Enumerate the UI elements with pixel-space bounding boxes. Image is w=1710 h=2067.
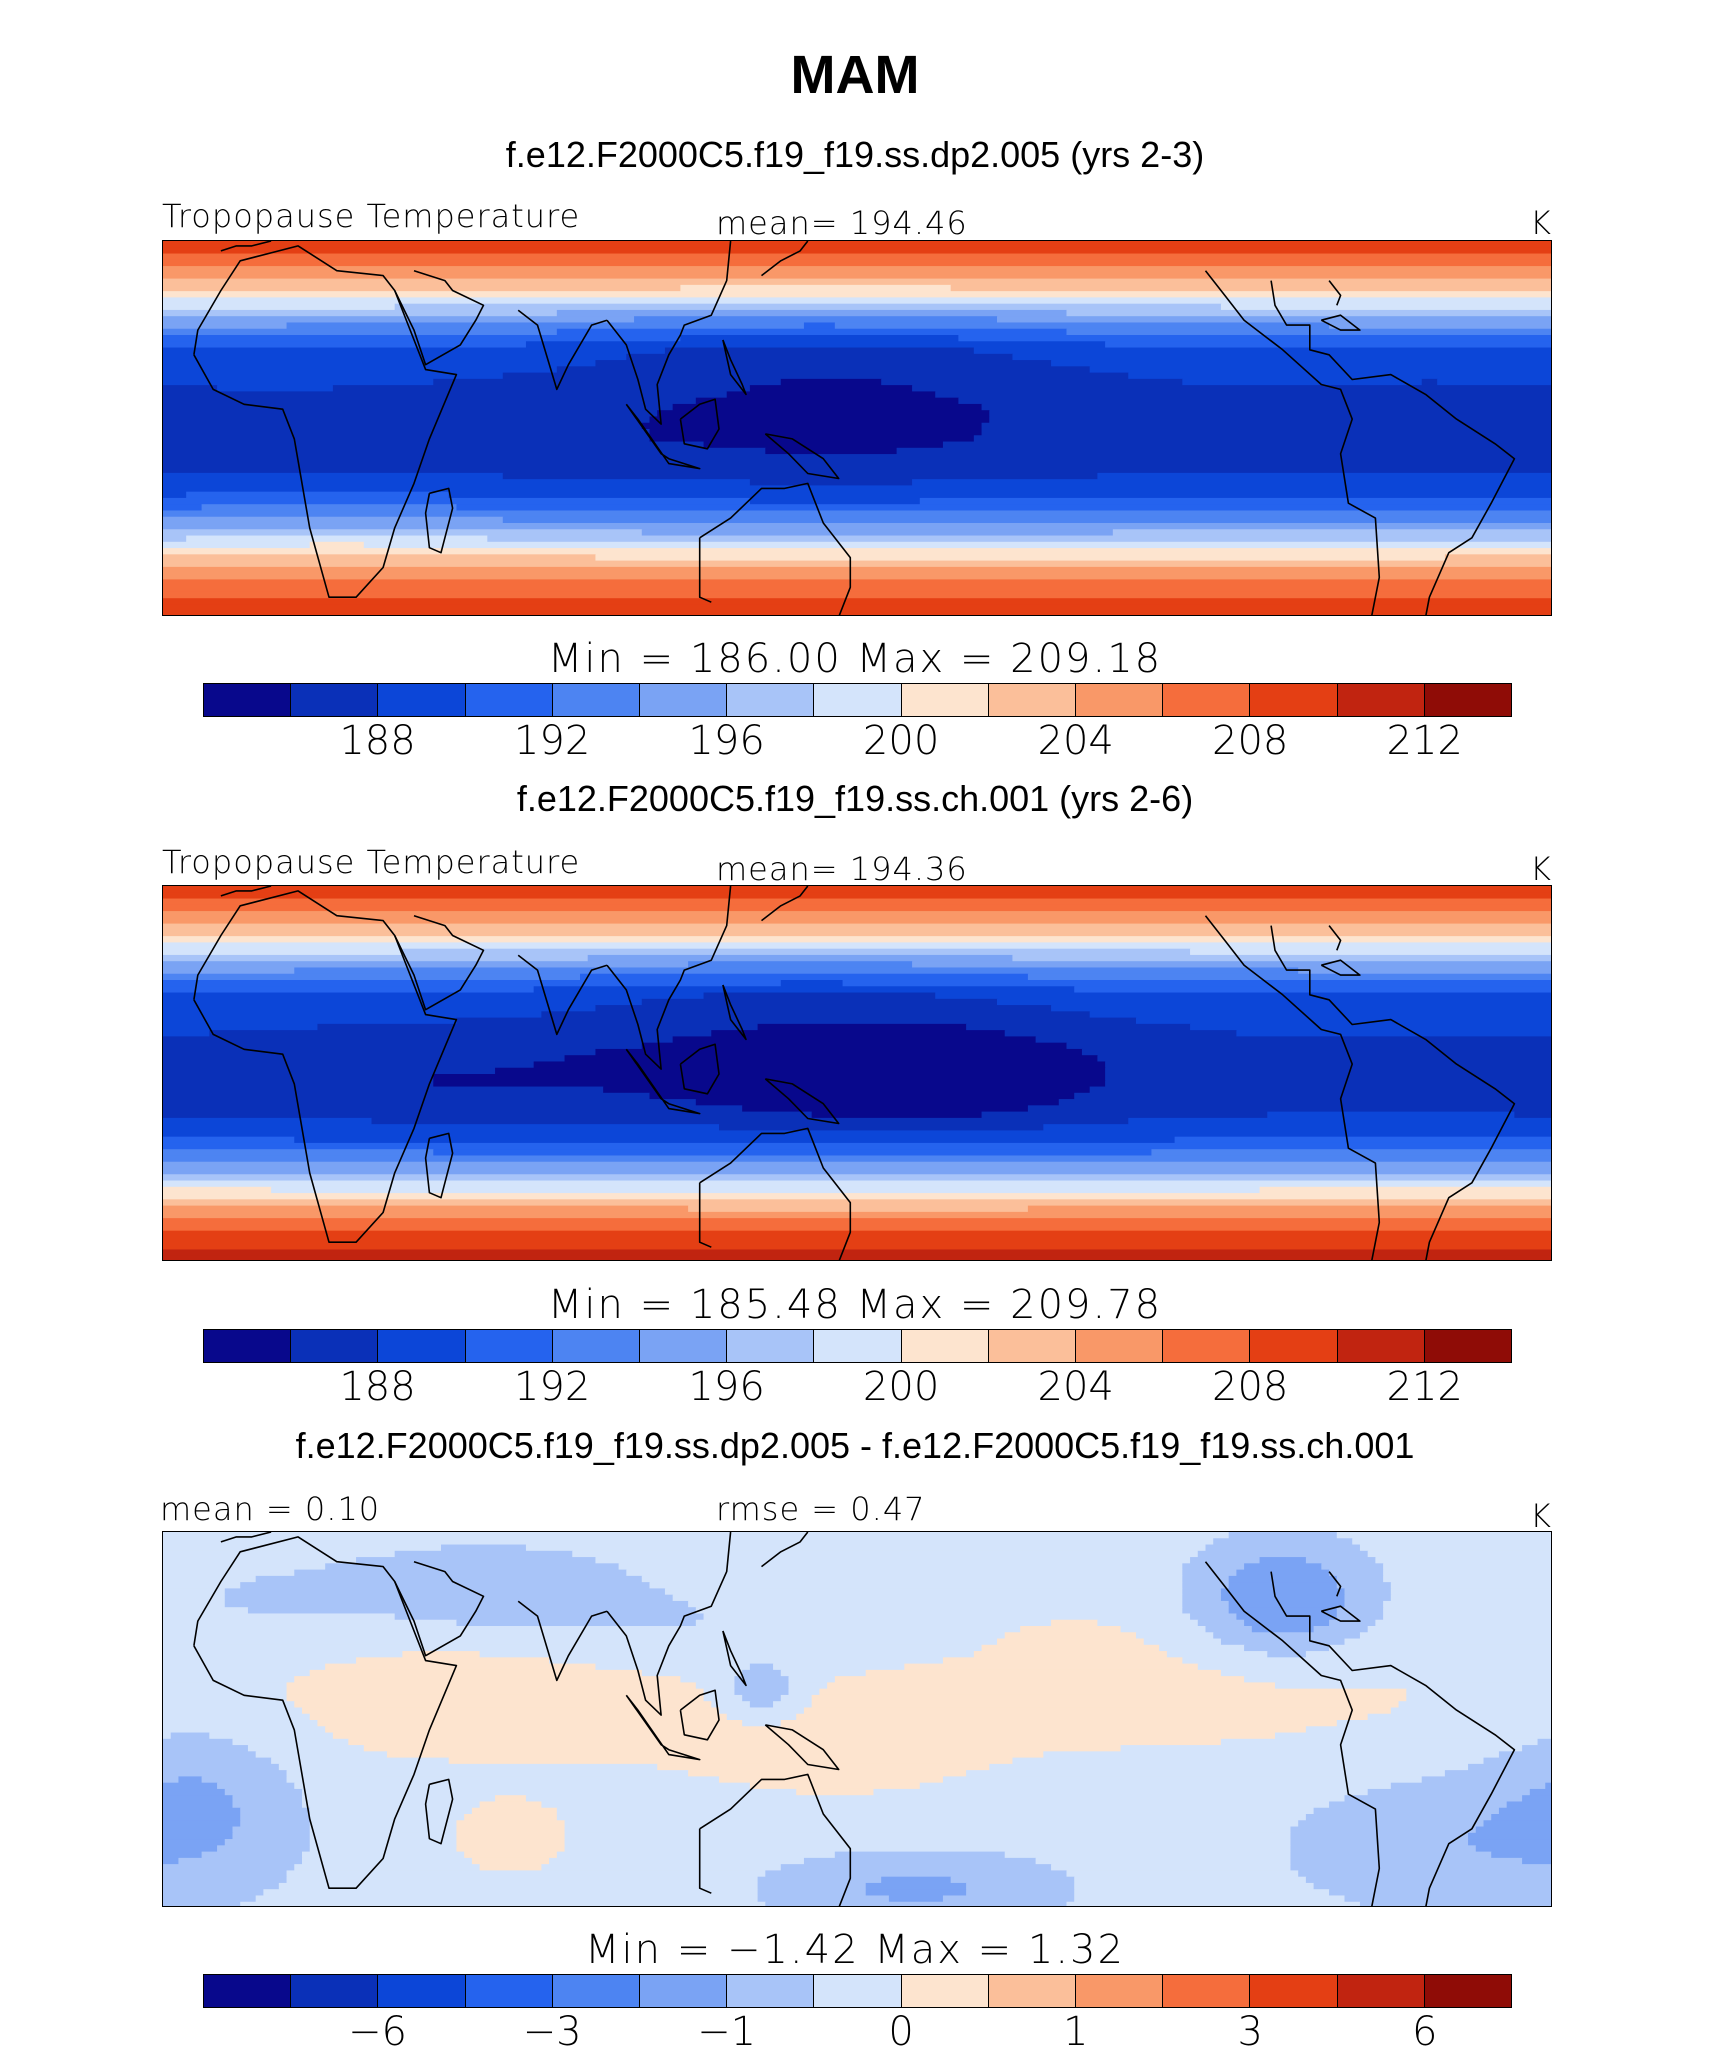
colorbar-swatch-8 bbox=[901, 1330, 989, 1362]
colorbar-swatch-6 bbox=[727, 684, 815, 716]
colorbar-swatch-10 bbox=[1076, 1975, 1164, 2007]
colorbar-swatch-4 bbox=[552, 1330, 641, 1362]
colorbar-swatch-10 bbox=[1076, 684, 1164, 716]
colorbar-swatch-11 bbox=[1163, 1975, 1251, 2007]
colorbar-swatch-2 bbox=[378, 1975, 466, 2007]
colorbar-swatch-4 bbox=[552, 684, 641, 716]
panel-model-tick-label: 208 bbox=[1212, 718, 1289, 764]
panel-model-tick-label: 188 bbox=[339, 718, 416, 764]
colorbar-swatch-5 bbox=[640, 1330, 728, 1362]
panel-control-tick-label: 204 bbox=[1037, 1364, 1114, 1410]
colorbar-swatch-13 bbox=[1337, 1330, 1425, 1362]
panel-control-tick-label: 188 bbox=[339, 1364, 416, 1410]
panel-control-tick-label: 208 bbox=[1212, 1364, 1289, 1410]
panel-control-mean: mean= 194.36 bbox=[716, 850, 968, 888]
colorbar-swatch-2 bbox=[378, 684, 466, 716]
colorbar-swatch-0 bbox=[204, 1330, 292, 1362]
panel-control-tick-label: 192 bbox=[513, 1364, 591, 1410]
panel-control-map-svg bbox=[163, 886, 1551, 1260]
coastlines bbox=[193, 1532, 1516, 1906]
colorbar-swatch-9 bbox=[988, 1975, 1077, 2007]
panel-control-tick-label: 200 bbox=[862, 1364, 940, 1410]
colorbar-swatch-9 bbox=[988, 1330, 1077, 1362]
colorbar-swatch-11 bbox=[1163, 684, 1251, 716]
panel-model-map bbox=[162, 240, 1552, 616]
panel-difference-tick-label: −1 bbox=[697, 2009, 757, 2055]
colorbar-swatch-5 bbox=[640, 684, 728, 716]
panel-control-units: K bbox=[1530, 850, 1552, 888]
colorbar-swatch-6 bbox=[727, 1330, 815, 1362]
colorbar-swatch-3 bbox=[465, 1975, 553, 2007]
panel-model-units: K bbox=[1530, 204, 1552, 242]
colorbar-swatch-12 bbox=[1250, 684, 1338, 716]
panel-control-minmax: Min = 185.48 Max = 209.78 bbox=[547, 1282, 1163, 1328]
colorbar-swatch-7 bbox=[814, 684, 902, 716]
colorbar-swatch-14 bbox=[1424, 1330, 1512, 1362]
coastlines bbox=[193, 241, 1516, 615]
panel-model-minmax: Min = 186.00 Max = 209.18 bbox=[547, 636, 1163, 682]
colorbar-swatch-9 bbox=[988, 684, 1077, 716]
panel-model-variable: Tropopause Temperature bbox=[162, 197, 581, 235]
panel-model-map-svg bbox=[163, 241, 1551, 615]
colorbar-swatch-7 bbox=[814, 1975, 902, 2007]
colorbar-swatch-14 bbox=[1424, 684, 1512, 716]
panel-difference-tick-label: 3 bbox=[1237, 2009, 1263, 2055]
colorbar-swatch-13 bbox=[1337, 684, 1425, 716]
panel-difference-map bbox=[162, 1531, 1552, 1907]
panel-model-tick-label: 200 bbox=[862, 718, 940, 764]
panel-model-title: f.e12.F2000C5.f19_f19.ss.dp2.005 (yrs 2-… bbox=[505, 134, 1205, 175]
panel-difference-minmax: Min = −1.42 Max = 1.32 bbox=[585, 1927, 1125, 1973]
panel-model-tick-label: 212 bbox=[1386, 718, 1463, 764]
colorbar-swatch-5 bbox=[640, 1975, 728, 2007]
panel-difference-tick-label: 1 bbox=[1062, 2009, 1089, 2055]
panel-control-variable: Tropopause Temperature bbox=[162, 843, 581, 881]
colorbar-swatch-3 bbox=[465, 1330, 553, 1362]
colorbar-swatch-1 bbox=[291, 1975, 379, 2007]
colorbar-swatch-12 bbox=[1250, 1975, 1338, 2007]
contour-field bbox=[163, 1532, 1551, 1906]
colorbar-swatch-0 bbox=[204, 684, 292, 716]
panel-control-colorbar bbox=[203, 1329, 1512, 1363]
colorbar-swatch-2 bbox=[378, 1330, 466, 1362]
panel-difference-tick-label: −3 bbox=[522, 2009, 582, 2055]
panel-difference-title: f.e12.F2000C5.f19_f19.ss.dp2.005 - f.e12… bbox=[295, 1425, 1415, 1466]
panel-control-tick-label: 212 bbox=[1386, 1364, 1463, 1410]
panel-model-mean: mean= 194.46 bbox=[716, 204, 968, 242]
colorbar-swatch-6 bbox=[727, 1975, 815, 2007]
panel-difference-tick-label: 0 bbox=[888, 2009, 914, 2055]
panel-difference-colorbar bbox=[203, 1974, 1512, 2008]
colorbar-swatch-10 bbox=[1076, 1330, 1164, 1362]
panel-model-tick-label: 204 bbox=[1037, 718, 1114, 764]
panel-control-map bbox=[162, 885, 1552, 1261]
colorbar-swatch-3 bbox=[465, 684, 553, 716]
contour-field bbox=[163, 241, 1551, 615]
panel-model-tick-label: 196 bbox=[688, 718, 765, 764]
colorbar-swatch-12 bbox=[1250, 1330, 1338, 1362]
colorbar-swatch-8 bbox=[901, 1975, 989, 2007]
panel-model-colorbar bbox=[203, 683, 1512, 717]
colorbar-swatch-0 bbox=[204, 1975, 292, 2007]
panel-difference-mean: mean = 0.10 bbox=[160, 1490, 381, 1528]
colorbar-swatch-1 bbox=[291, 1330, 379, 1362]
panel-difference-map-svg bbox=[163, 1532, 1551, 1906]
panel-control-title: f.e12.F2000C5.f19_f19.ss.ch.001 (yrs 2-6… bbox=[516, 778, 1194, 819]
panel-difference-tick-label: 6 bbox=[1411, 2009, 1438, 2055]
colorbar-swatch-11 bbox=[1163, 1330, 1251, 1362]
colorbar-swatch-8 bbox=[901, 684, 989, 716]
colorbar-swatch-1 bbox=[291, 684, 379, 716]
coastlines bbox=[193, 886, 1516, 1260]
figure-title: MAM bbox=[790, 45, 920, 105]
panel-difference-tick-label: −6 bbox=[348, 2009, 407, 2055]
panel-control-tick-label: 196 bbox=[688, 1364, 765, 1410]
panel-model-tick-label: 192 bbox=[513, 718, 591, 764]
colorbar-swatch-14 bbox=[1424, 1975, 1512, 2007]
colorbar-swatch-13 bbox=[1337, 1975, 1425, 2007]
colorbar-swatch-7 bbox=[814, 1330, 902, 1362]
panel-difference-units: K bbox=[1530, 1497, 1552, 1535]
contour-field bbox=[163, 886, 1551, 1260]
panel-difference-rmse: rmse = 0.47 bbox=[716, 1490, 926, 1528]
colorbar-swatch-4 bbox=[552, 1975, 641, 2007]
